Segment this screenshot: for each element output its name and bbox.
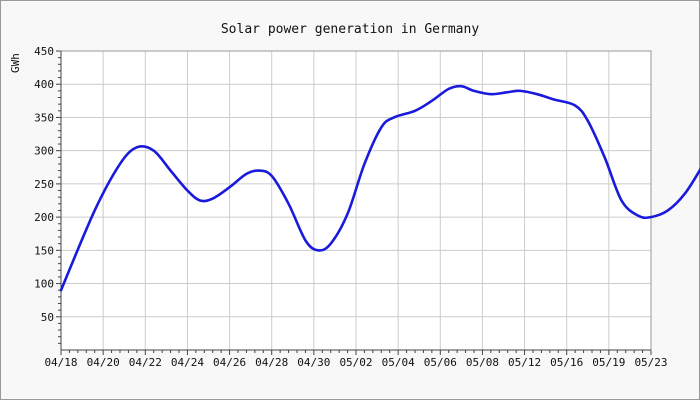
x-tick-label: 05/06 — [424, 356, 457, 369]
x-tick-label: 04/30 — [297, 356, 330, 369]
x-tick-label: 05/12 — [508, 356, 541, 369]
series-line — [59, 84, 700, 292]
x-tick-label: 05/19 — [592, 356, 625, 369]
chart-title: Solar power generation in Germany — [221, 22, 479, 37]
x-tick-label: 04/22 — [129, 356, 162, 369]
y-tick-label: 350 — [34, 111, 54, 124]
series — [59, 84, 700, 292]
tick-labels: 04/18 04/20 04/22 04/24 04/26 04/28 04/30 05/02… — [34, 45, 667, 369]
x-tick-label: 04/28 — [255, 356, 288, 369]
y-tick-label: 400 — [34, 78, 54, 91]
x-tick-label: 05/08 — [466, 356, 499, 369]
y-tick-label: 450 — [34, 45, 54, 58]
x-tick-label: 05/04 — [382, 356, 415, 369]
y-tick-label: 300 — [34, 145, 54, 158]
y-tick-label: 50 — [41, 311, 54, 324]
y-tick-label: 250 — [34, 178, 54, 191]
x-tick-label: 04/20 — [87, 356, 120, 369]
y-tick-label: 150 — [34, 244, 54, 257]
x-tick-label: 05/16 — [550, 356, 583, 369]
y-tick-label: 200 — [34, 211, 54, 224]
x-tick-label: 04/24 — [171, 356, 204, 369]
y-tick-label: 100 — [34, 278, 54, 291]
y-axis-label: GWh — [9, 53, 22, 73]
axes — [56, 50, 652, 355]
x-tick-label: 04/26 — [213, 356, 246, 369]
x-tick-label: 04/18 — [44, 356, 77, 369]
x-tick-label: 05/23 — [634, 356, 667, 369]
x-tick-label: 05/02 — [339, 356, 372, 369]
